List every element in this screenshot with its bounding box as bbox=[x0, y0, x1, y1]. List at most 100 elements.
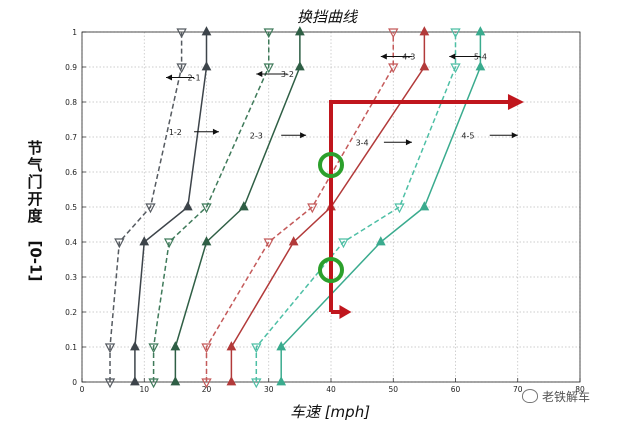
x-tick-label: 10 bbox=[139, 385, 149, 394]
y-axis-label: 节气门开度 [0-1] bbox=[22, 139, 48, 282]
annotation-label-3-4: 3-4 bbox=[356, 138, 369, 147]
data-point-4-5 bbox=[276, 376, 287, 386]
x-tick-label: 20 bbox=[202, 385, 212, 394]
series-line-5-4 bbox=[255, 32, 457, 382]
data-point-3-2 bbox=[263, 28, 274, 39]
data-point-4-5 bbox=[475, 61, 486, 71]
data-point-3-4 bbox=[226, 376, 237, 386]
y-tick-label: 0 bbox=[72, 378, 77, 387]
data-point-5-4 bbox=[450, 63, 461, 74]
x-tick-label: 80 bbox=[575, 385, 585, 394]
data-point-2-3 bbox=[295, 26, 305, 36]
plot-area: 0 10 20 30 40 50 60 70 80 0 0.1 0.2 0.3 0.4 0.5 0.6 0.7 0… bbox=[65, 26, 585, 394]
y-tick-label: 1 bbox=[72, 28, 77, 37]
data-point-1-2 bbox=[130, 376, 140, 386]
overlay-arrowhead-right bbox=[507, 94, 524, 110]
annotation-arrowhead-3-2 bbox=[256, 71, 263, 77]
data-point-2-1 bbox=[114, 238, 125, 249]
data-point-3-2 bbox=[148, 378, 159, 389]
highlight-circle bbox=[318, 152, 344, 178]
y-tick-label: 0.9 bbox=[65, 63, 77, 72]
annotation-arrowhead-5-4 bbox=[449, 53, 456, 60]
data-point-2-1 bbox=[145, 203, 156, 214]
data-point-4-3 bbox=[388, 28, 399, 39]
y-axis-label-char: 度 bbox=[27, 207, 43, 225]
data-point-2-3 bbox=[201, 236, 212, 246]
series-line-2-1 bbox=[109, 32, 183, 382]
x-tick-label: 50 bbox=[388, 385, 398, 394]
data-point-4-3 bbox=[388, 63, 399, 74]
data-point-1-2 bbox=[182, 201, 193, 211]
y-tick-label: 0.6 bbox=[65, 168, 77, 177]
watermark: 老铁解车 bbox=[522, 388, 590, 405]
data-point-1-2 bbox=[130, 341, 140, 351]
data-point-3-4 bbox=[419, 61, 430, 71]
annotation-label-2-3: 2-3 bbox=[250, 131, 263, 140]
y-tick-label: 0.2 bbox=[65, 308, 77, 317]
annotation-arrowhead-4-3 bbox=[380, 53, 387, 60]
overlay-arrowhead-bottom bbox=[339, 305, 352, 319]
data-point-2-3 bbox=[295, 61, 305, 71]
y-tick-label: 0.4 bbox=[65, 238, 77, 247]
data-point-4-5 bbox=[475, 26, 486, 36]
data-point-4-3 bbox=[263, 238, 274, 249]
data-point-2-1 bbox=[104, 343, 116, 354]
data-point-5-4 bbox=[338, 238, 349, 249]
data-point-4-3 bbox=[201, 343, 212, 354]
x-tick-label: 70 bbox=[513, 385, 523, 394]
data-point-5-4 bbox=[450, 28, 461, 39]
annotation-arrowhead-2-1 bbox=[166, 74, 173, 81]
data-point-5-4 bbox=[251, 343, 262, 354]
data-point-3-4 bbox=[226, 341, 237, 351]
chat-bubble-icon bbox=[522, 389, 538, 403]
data-point-2-1 bbox=[176, 63, 187, 74]
y-tick-label: 0.7 bbox=[65, 133, 77, 142]
annotation-label-1-2: 1-2 bbox=[169, 128, 182, 137]
annotation-label-4-5: 4-5 bbox=[461, 131, 474, 140]
data-point-2-3 bbox=[238, 201, 249, 211]
y-axis-label-char: 门 bbox=[27, 173, 43, 191]
data-point-3-2 bbox=[148, 343, 159, 354]
data-point-2-3 bbox=[170, 341, 181, 351]
y-axis-label-char: 开 bbox=[27, 190, 43, 208]
data-point-2-3 bbox=[170, 376, 181, 386]
data-point-5-4 bbox=[251, 378, 262, 389]
data-point-3-4 bbox=[419, 26, 430, 36]
watermark-text: 老铁解车 bbox=[542, 390, 591, 404]
y-tick-label: 0.8 bbox=[65, 98, 77, 107]
data-point-4-5 bbox=[419, 201, 430, 211]
data-point-4-5 bbox=[276, 341, 287, 351]
series-line-4-3 bbox=[205, 32, 394, 382]
y-axis-label-char: 气 bbox=[27, 156, 43, 174]
data-point-3-4 bbox=[288, 236, 299, 246]
y-axis-unit: [0-1] bbox=[26, 240, 45, 282]
y-tick-label: 0.3 bbox=[65, 273, 77, 282]
annotation-arrowhead-2-3 bbox=[300, 132, 307, 139]
data-point-1-2 bbox=[139, 236, 150, 246]
data-point-5-4 bbox=[394, 203, 405, 214]
data-point-4-5 bbox=[375, 236, 386, 246]
annotation-arrowhead-3-4 bbox=[405, 139, 412, 146]
x-tick-label: 0 bbox=[80, 385, 85, 394]
data-point-4-3 bbox=[201, 378, 212, 389]
annotation-arrowhead-1-2 bbox=[212, 128, 219, 135]
chart-title: 换挡曲线 bbox=[297, 8, 359, 26]
data-point-4-3 bbox=[307, 203, 318, 214]
highlight-circle bbox=[318, 257, 344, 283]
data-point-2-1 bbox=[176, 28, 187, 39]
x-tick-label: 30 bbox=[264, 385, 274, 394]
x-tick-label: 40 bbox=[326, 385, 336, 394]
data-point-2-1 bbox=[104, 378, 116, 389]
x-axis-label: 车速 [mph] bbox=[290, 403, 370, 421]
x-tick-label: 60 bbox=[451, 385, 461, 394]
annotation-arrowhead-4-5 bbox=[511, 132, 518, 139]
y-axis-label-char: 节 bbox=[27, 139, 43, 157]
y-tick-label: 0.5 bbox=[65, 203, 77, 212]
data-point-3-2 bbox=[263, 63, 274, 74]
data-point-1-2 bbox=[201, 26, 212, 36]
y-tick-label: 0.1 bbox=[65, 343, 77, 352]
data-point-1-2 bbox=[201, 61, 212, 71]
data-point-3-2 bbox=[201, 203, 212, 214]
data-point-3-2 bbox=[163, 238, 175, 249]
